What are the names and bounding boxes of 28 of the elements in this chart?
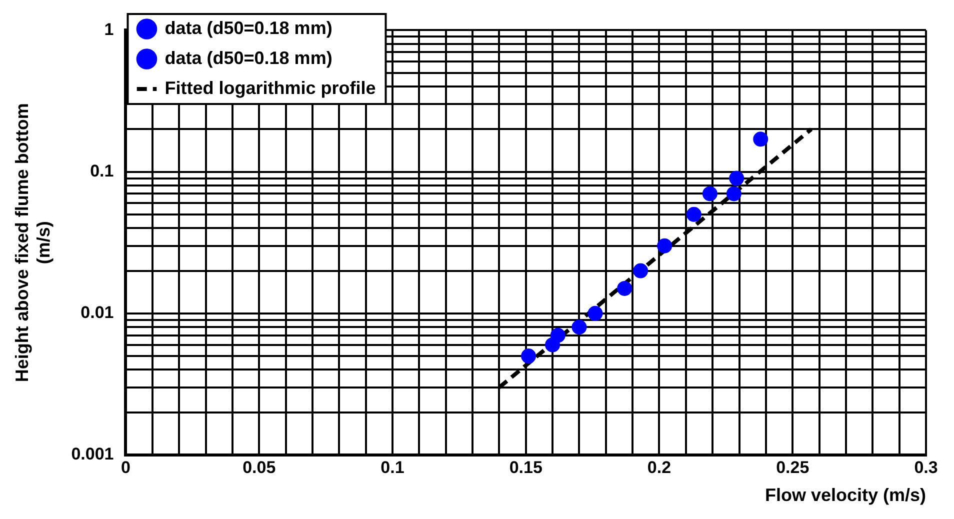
point — [572, 320, 587, 335]
point — [521, 348, 536, 364]
point — [550, 328, 566, 343]
legend-label: Fitted logarithmic profile — [164, 78, 376, 98]
legend-label: data (d50=0.18 mm) — [164, 18, 332, 38]
y-tick-label: 0.01 — [80, 303, 114, 322]
y-axis-title: Height above fixed flume bottom (m/s) — [12, 103, 54, 382]
legend-label: data (d50=0.18 mm) — [164, 48, 332, 68]
x-tick-label: 0.05 — [242, 458, 276, 477]
point — [729, 170, 744, 186]
x-tick-label: 0.3 — [914, 458, 938, 477]
y-tick-label: 0.1 — [90, 161, 114, 180]
point — [686, 206, 702, 222]
point — [726, 186, 742, 202]
x-tick-label: 0 — [121, 458, 130, 477]
point — [657, 238, 672, 254]
point — [588, 306, 603, 321]
point — [702, 186, 718, 202]
point — [753, 132, 768, 147]
x-axis-title: Flow velocity (m/s) — [764, 485, 926, 506]
y-tick-label: 0.001 — [71, 444, 114, 464]
y-tick-label: 1 — [104, 20, 114, 39]
point — [617, 280, 632, 296]
x-tick-label: 0.1 — [380, 458, 404, 477]
x-tick-label: 0.15 — [509, 458, 542, 477]
x-tick-label: 0.25 — [776, 458, 810, 477]
x-tick-label: 0.2 — [647, 458, 672, 477]
point — [633, 263, 648, 278]
